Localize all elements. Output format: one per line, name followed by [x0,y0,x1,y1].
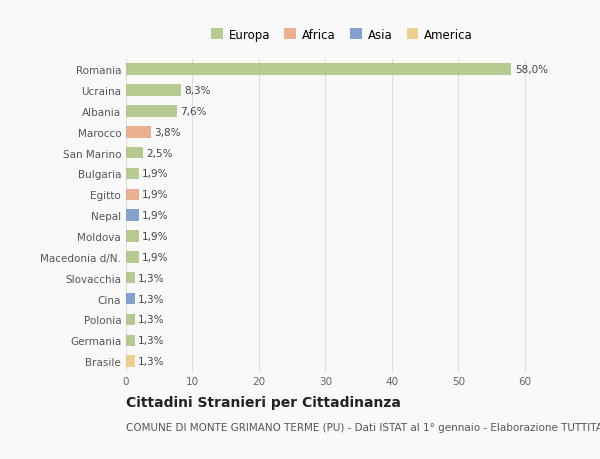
Bar [126,335,134,346]
Legend: Europa, Africa, Asia, America: Europa, Africa, Asia, America [208,25,476,45]
Text: 1,9%: 1,9% [142,211,169,221]
Text: 3,8%: 3,8% [155,128,181,138]
Text: 1,9%: 1,9% [142,190,169,200]
Text: 1,9%: 1,9% [142,231,169,241]
Text: 1,3%: 1,3% [138,315,164,325]
Text: 1,3%: 1,3% [138,273,164,283]
Text: 58,0%: 58,0% [515,65,548,75]
Bar [126,356,134,367]
Text: 1,3%: 1,3% [138,336,164,346]
Bar [126,314,134,325]
Bar [126,127,151,138]
Text: 1,3%: 1,3% [138,294,164,304]
Bar [126,64,511,76]
Text: COMUNE DI MONTE GRIMANO TERME (PU) - Dati ISTAT al 1° gennaio - Elaborazione TUT: COMUNE DI MONTE GRIMANO TERME (PU) - Dat… [126,422,600,432]
Text: 7,6%: 7,6% [180,106,206,117]
Text: Cittadini Stranieri per Cittadinanza: Cittadini Stranieri per Cittadinanza [126,395,401,409]
Bar [126,293,134,305]
Bar [126,148,143,159]
Text: 1,9%: 1,9% [142,169,169,179]
Bar [126,210,139,221]
Text: 1,9%: 1,9% [142,252,169,263]
Text: 8,3%: 8,3% [184,86,211,96]
Text: 1,3%: 1,3% [138,356,164,366]
Bar [126,106,176,118]
Bar [126,189,139,201]
Text: 2,5%: 2,5% [146,148,172,158]
Bar [126,273,134,284]
Bar [126,231,139,242]
Bar [126,85,181,96]
Bar [126,252,139,263]
Bar [126,168,139,180]
